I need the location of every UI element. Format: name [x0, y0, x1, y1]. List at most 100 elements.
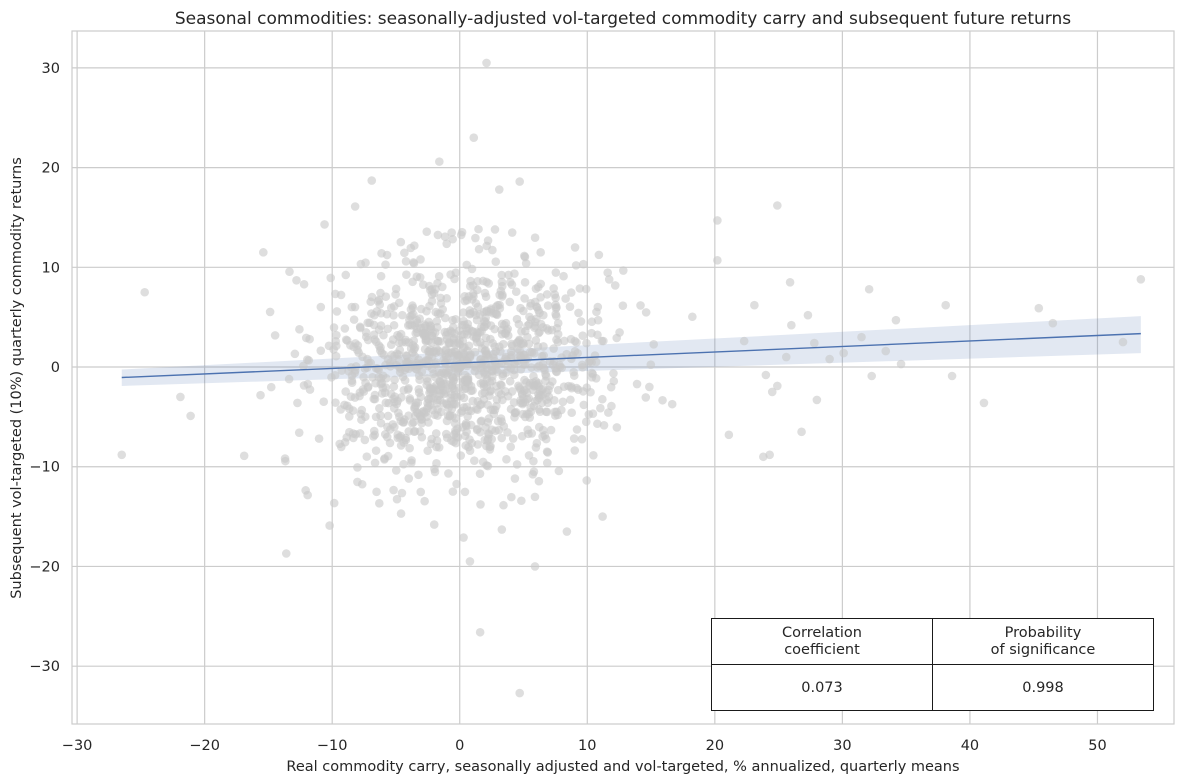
scatter-point [383, 324, 393, 334]
scatter-point [481, 333, 491, 343]
scatter-point [410, 351, 419, 361]
scatter-point [432, 344, 441, 354]
header-line: of significance [990, 641, 1096, 658]
scatter-point [391, 290, 400, 299]
scatter-point [536, 248, 545, 257]
scatter-point [515, 346, 524, 355]
scatter-point [551, 293, 560, 303]
scatter-point [425, 383, 434, 393]
scatter-point [474, 224, 483, 234]
scatter-point [506, 442, 516, 452]
scatter-point [572, 425, 582, 434]
scatter-point [739, 336, 749, 346]
scatter-point [561, 294, 570, 303]
scatter-point [452, 392, 462, 402]
scatter-point [371, 446, 381, 455]
scatter-point [349, 342, 358, 352]
scatter-point [390, 375, 399, 385]
scatter-point [414, 384, 424, 394]
scatter-point [571, 261, 581, 270]
scatter-point [501, 387, 510, 396]
scatter-point [186, 411, 195, 421]
scatter-point [487, 366, 497, 375]
scatter-point [538, 425, 548, 435]
scatter-point [442, 334, 452, 344]
x-tick-label: 40 [961, 738, 979, 754]
scatter-point [432, 436, 442, 445]
y-tick-label: −20 [29, 559, 60, 575]
scatter-point [389, 302, 399, 311]
y-tick-label: −10 [29, 460, 60, 476]
scatter-point [497, 270, 506, 280]
scatter-point [532, 314, 541, 324]
scatter-point [462, 260, 472, 270]
scatter-point [423, 446, 432, 456]
scatter-point [482, 241, 492, 251]
scatter-point [566, 288, 576, 297]
scatter-point [486, 442, 495, 451]
scatter-point [570, 243, 580, 252]
x-tick-label: 10 [578, 738, 596, 754]
scatter-point [480, 317, 490, 326]
scatter-point [593, 315, 603, 325]
scatter-point [387, 350, 397, 360]
scatter-point [331, 341, 341, 351]
scatter-point [389, 382, 399, 391]
scatter-point [546, 425, 556, 435]
scatter-point [422, 227, 432, 236]
scatter-point [342, 433, 352, 442]
y-tick-label: 10 [42, 260, 60, 276]
scatter-point [475, 627, 485, 637]
scatter-point [391, 466, 401, 475]
scatter-point [356, 259, 366, 269]
scatter-point [350, 202, 360, 211]
scatter-point [459, 393, 469, 403]
scatter-point [319, 397, 329, 407]
scatter-point [584, 410, 594, 419]
scatter-point [324, 341, 334, 351]
scatter-point [374, 341, 384, 350]
scatter-point [370, 458, 380, 468]
scatter-point [363, 335, 373, 345]
scatter-point [431, 284, 440, 294]
scatter-point [469, 332, 478, 341]
scatter-point [497, 525, 507, 534]
scatter-point [578, 331, 588, 340]
scatter-points-layer [117, 58, 1146, 698]
scatter-point [767, 387, 777, 397]
scatter-point [398, 310, 407, 320]
scatter-point [713, 216, 722, 225]
scatter-point [434, 272, 444, 281]
scatter-point [598, 394, 607, 404]
scatter-point [373, 364, 382, 373]
scatter-point [542, 407, 552, 417]
scatter-point [383, 451, 393, 461]
scatter-point [484, 414, 494, 423]
scatter-point [512, 460, 522, 469]
scatter-point [509, 365, 519, 375]
scatter-point [609, 369, 618, 378]
scatter-point [414, 470, 423, 480]
scatter-point [603, 268, 613, 277]
scatter-point [579, 400, 589, 410]
scatter-point [442, 294, 452, 303]
scatter-point [596, 403, 605, 413]
scatter-point [371, 378, 380, 388]
scatter-point [348, 429, 358, 438]
scatter-point [470, 456, 479, 465]
scatter-point [449, 363, 459, 372]
scatter-point [349, 315, 359, 324]
scatter-point [839, 348, 848, 358]
scatter-point [591, 357, 601, 367]
scatter-point [502, 455, 511, 464]
scatter-point [713, 256, 722, 265]
scatter-point [396, 329, 406, 339]
y-tick-label: 30 [42, 61, 60, 77]
x-tick-label: −20 [189, 738, 220, 754]
scatter-point [400, 376, 410, 385]
scatter-point [473, 277, 482, 286]
scatter-point [520, 294, 529, 303]
scatter-point [417, 407, 427, 417]
scatter-point [1136, 274, 1146, 284]
scatter-point [528, 469, 538, 479]
